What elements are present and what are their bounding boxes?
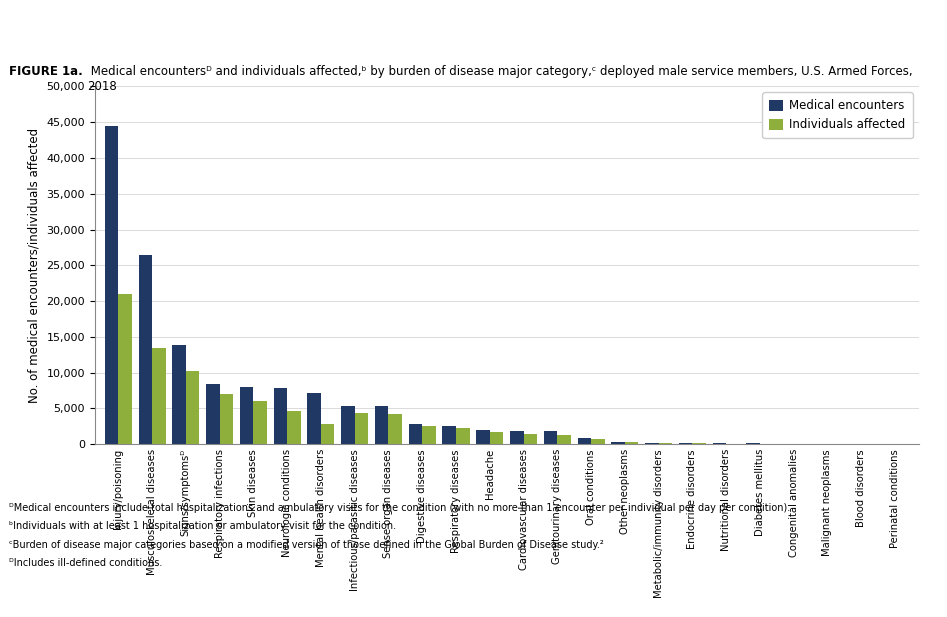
Bar — [152, 347, 166, 444]
Bar — [679, 443, 692, 444]
Bar — [578, 438, 591, 444]
Bar — [186, 371, 200, 444]
Bar — [138, 255, 152, 444]
Bar — [524, 434, 537, 444]
Bar — [206, 384, 220, 444]
Bar — [308, 392, 321, 444]
Bar — [557, 435, 571, 444]
Text: ᴰIncludes ill-defined conditions.: ᴰIncludes ill-defined conditions. — [9, 558, 163, 568]
Bar — [658, 443, 672, 444]
Bar — [172, 346, 186, 444]
Bar — [422, 426, 436, 444]
Bar — [544, 431, 557, 444]
Bar — [625, 442, 638, 444]
Bar — [287, 410, 301, 444]
Bar — [442, 426, 456, 444]
Bar — [355, 413, 368, 444]
Bar — [105, 126, 118, 444]
Bar — [510, 431, 524, 444]
Text: ᴰMedical encounters include total hospitalizations and ambulatory visits for the: ᴰMedical encounters include total hospit… — [9, 503, 791, 513]
Bar — [274, 389, 287, 444]
Bar — [490, 432, 503, 444]
Bar — [341, 407, 355, 444]
Bar — [612, 442, 625, 444]
Text: Medical encountersᴰ and individuals affected,ᵇ by burden of disease major catego: Medical encountersᴰ and individuals affe… — [87, 65, 913, 93]
Legend: Medical encounters, Individuals affected: Medical encounters, Individuals affected — [762, 93, 913, 138]
Bar — [476, 430, 490, 444]
Bar — [409, 424, 422, 444]
Bar — [388, 414, 402, 444]
Bar — [591, 439, 604, 444]
Bar — [240, 387, 254, 444]
Text: FIGURE 1a.: FIGURE 1a. — [9, 65, 83, 78]
Text: ᵇIndividuals with at least 1 hospitalization or ambulatory visit for the conditi: ᵇIndividuals with at least 1 hospitaliza… — [9, 521, 397, 531]
Bar — [220, 394, 233, 444]
Text: ᶜBurden of disease major categories based on a modified version of those defined: ᶜBurden of disease major categories base… — [9, 540, 604, 550]
Bar — [254, 401, 267, 444]
Bar — [645, 443, 658, 444]
Bar — [375, 407, 388, 444]
Y-axis label: No. of medical encounters/individuals affected: No. of medical encounters/individuals af… — [27, 128, 41, 403]
Bar — [118, 294, 132, 444]
Bar — [456, 428, 470, 444]
Bar — [321, 424, 334, 444]
